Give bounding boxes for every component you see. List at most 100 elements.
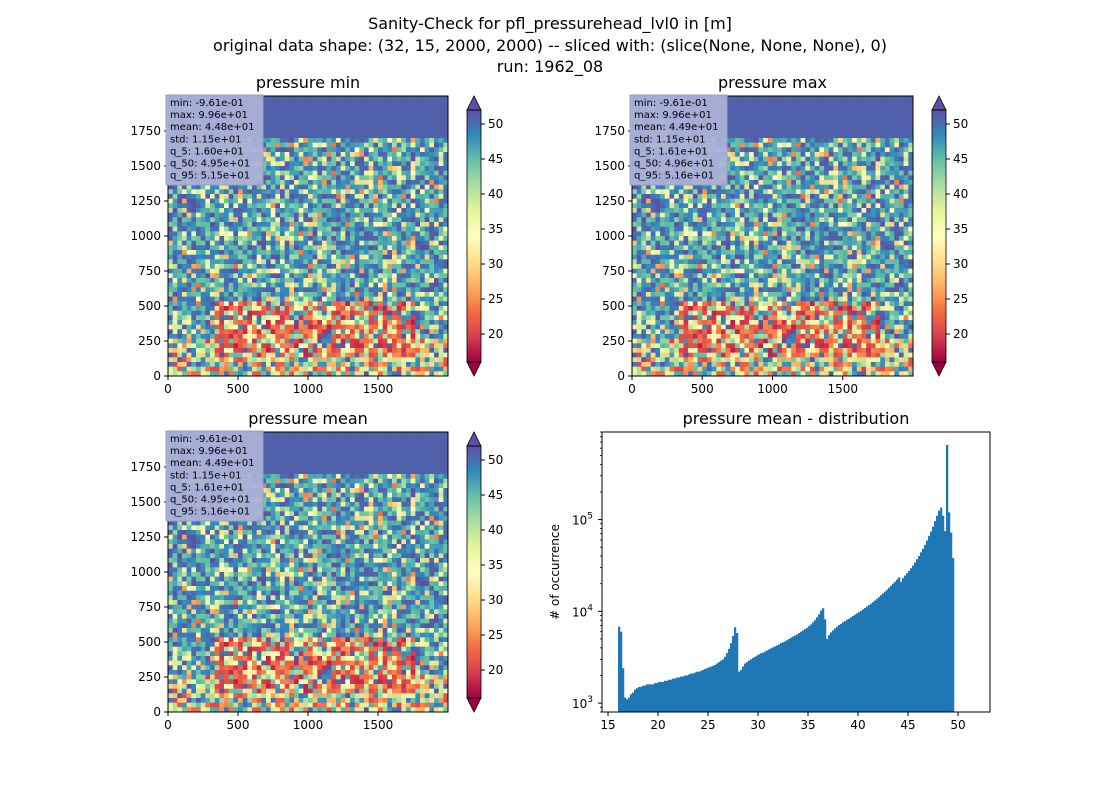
histogram-bar xyxy=(790,637,793,712)
heatmap-panel-3: pressure mean 0 500 1000 1500 0 250 500 750 1000 1… xyxy=(130,409,503,732)
histogram-bar xyxy=(772,647,775,712)
colorbar: 20 25 30 35 40 45 50 xyxy=(466,95,503,377)
colorbar-tick-label: 25 xyxy=(488,628,503,642)
histogram-bar xyxy=(794,635,797,712)
histogram-bar xyxy=(646,684,649,712)
histogram-bar xyxy=(768,649,771,712)
histogram-bar xyxy=(746,662,749,712)
figure-title-line-2: original data shape: (32, 15, 2000, 2000… xyxy=(213,36,887,55)
histogram-bar xyxy=(666,680,669,712)
histogram-bar xyxy=(680,676,683,712)
histogram-bar xyxy=(924,544,927,712)
stats-line: min: -9.61e-01 xyxy=(634,98,708,109)
histogram-bar xyxy=(792,636,795,712)
stats-line: q_5: 1.61e+01 xyxy=(634,146,708,157)
x-tick-label: 1000 xyxy=(293,718,324,732)
histogram-bar xyxy=(808,626,811,712)
histogram-bar xyxy=(618,626,621,712)
histogram-bar xyxy=(732,635,735,712)
histogram-bar xyxy=(876,598,879,712)
histogram-bar xyxy=(766,650,769,712)
y-tick-base: 10 xyxy=(572,697,587,711)
stats-line: mean: 4.48e+01 xyxy=(170,122,254,133)
stats-line: q_95: 5.15e+01 xyxy=(170,171,250,182)
colorbar-extend-min xyxy=(466,697,482,713)
histogram-bar xyxy=(730,643,733,712)
colorbar-frame xyxy=(466,109,482,363)
histogram-bar xyxy=(918,556,921,712)
histogram-bar xyxy=(944,531,947,712)
histogram-bar xyxy=(684,675,687,712)
x-tick-label: 30 xyxy=(750,718,765,732)
histogram-bar xyxy=(734,627,737,712)
y-tick-label: 250 xyxy=(138,670,161,684)
x-tick-label: 500 xyxy=(227,382,250,396)
x-tick-label: 500 xyxy=(691,382,714,396)
histogram-bar xyxy=(826,638,829,712)
histogram-bar xyxy=(762,652,765,712)
histogram-bar xyxy=(628,697,631,712)
histogram-bar xyxy=(934,521,937,712)
histogram-bar xyxy=(846,619,849,712)
stats-line: std: 1.15e+01 xyxy=(170,134,242,145)
y-tick-label: 500 xyxy=(602,299,625,313)
histogram-bar xyxy=(868,605,871,712)
y-tick-exponent: 4 xyxy=(587,603,593,613)
histogram-bar xyxy=(624,697,627,712)
x-tick-label: 0 xyxy=(164,718,172,732)
y-tick-label: 1000 xyxy=(130,229,161,243)
histogram-bar xyxy=(758,654,761,712)
x-tick-label: 1500 xyxy=(363,718,394,732)
figure-title-line-3: run: 1962_08 xyxy=(497,57,603,77)
axes-frame xyxy=(601,431,991,713)
stats-line: min: -9.61e-01 xyxy=(170,434,244,445)
histogram-bar xyxy=(776,645,779,712)
histogram-bar xyxy=(720,660,723,712)
histogram-bar xyxy=(818,614,821,712)
histogram-bar xyxy=(754,656,757,712)
colorbar-body xyxy=(932,110,946,362)
stats-line: max: 9.96e+01 xyxy=(170,110,248,121)
histogram-bar xyxy=(750,659,753,712)
stats-box-bg xyxy=(165,94,264,186)
heatmap-panel-1: pressure min 0 500 1000 1500 0 250 500 750 1000 12… xyxy=(130,73,503,396)
colorbar-tick-label: 20 xyxy=(953,327,968,341)
x-tick-label: 1500 xyxy=(827,382,858,396)
histogram-bar xyxy=(938,510,941,712)
histogram-bar xyxy=(668,679,671,712)
histogram-bar xyxy=(676,677,679,712)
histogram-bar xyxy=(692,673,695,712)
histogram-bar xyxy=(892,583,895,712)
y-tick-exponent: 5 xyxy=(587,512,593,522)
x-tick-label: 25 xyxy=(700,718,715,732)
figure-title-line-1: Sanity-Check for pfl_pressurehead_lvl0 i… xyxy=(368,14,732,34)
histogram-bar xyxy=(884,591,887,712)
subplot-title: pressure max xyxy=(718,73,827,92)
histogram-bar xyxy=(858,612,861,712)
subplot-title: pressure min xyxy=(256,73,360,92)
histogram-bar xyxy=(848,618,851,712)
histogram-bar xyxy=(660,681,663,712)
histogram-bar xyxy=(914,562,917,712)
histogram-bar xyxy=(796,634,799,712)
colorbar-tick-label: 50 xyxy=(488,453,503,467)
histogram-bar xyxy=(744,663,747,712)
colorbar-tick-label: 40 xyxy=(488,523,503,537)
stats-line: q_95: 5.16e+01 xyxy=(634,171,714,182)
colorbar-extend-max xyxy=(466,431,482,447)
colorbar-tick-label: 35 xyxy=(488,222,503,236)
y-tick-label: 750 xyxy=(602,264,625,278)
y-tick-label: 105 xyxy=(572,512,593,528)
y-tick-label: 1750 xyxy=(130,124,161,138)
stats-line: q_50: 4.96e+01 xyxy=(634,159,714,170)
histogram-bar xyxy=(626,699,629,712)
colorbar-tick-label: 45 xyxy=(488,152,503,166)
stats-line: mean: 4.49e+01 xyxy=(634,122,718,133)
y-tick-label: 1250 xyxy=(130,194,161,208)
histogram-bar xyxy=(930,531,933,712)
histogram-bar xyxy=(860,610,863,712)
histogram-bar xyxy=(872,602,875,712)
